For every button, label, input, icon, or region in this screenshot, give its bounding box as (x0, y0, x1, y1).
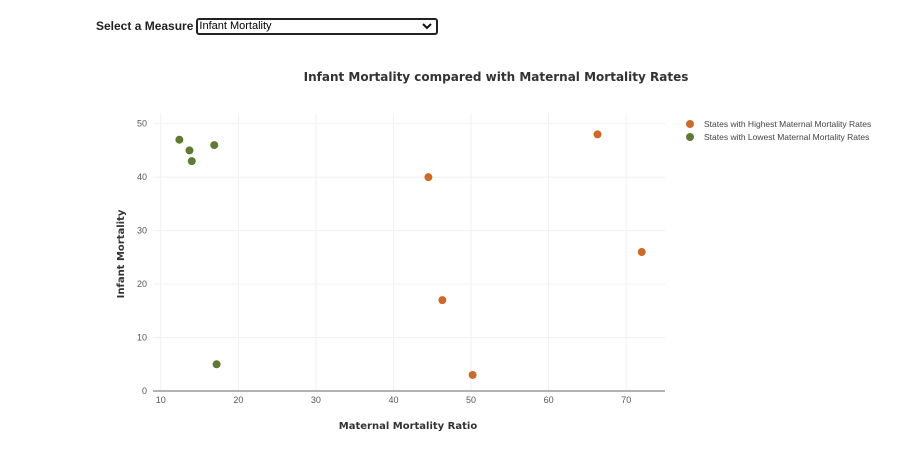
data-point (468, 370, 477, 379)
x-tick-label: 60 (544, 395, 554, 405)
data-point (185, 146, 194, 155)
chevron-down-icon (422, 22, 433, 29)
data-point (175, 135, 184, 144)
x-tick-label: 70 (621, 395, 631, 405)
data-point (212, 360, 221, 369)
measure-select[interactable]: Infant Mortality (196, 17, 439, 35)
legend-label: States with Highest Maternal Mortality R… (704, 119, 871, 129)
x-tick-label: 30 (311, 395, 321, 405)
x-axis-title: Maternal Mortality Ratio (339, 421, 478, 432)
y-tick-label: 30 (137, 226, 147, 236)
x-tick-label: 10 (156, 395, 166, 405)
legend-label: States with Lowest Maternal Mortality Ra… (704, 132, 869, 142)
data-point (637, 248, 646, 256)
y-tick-label: 20 (137, 279, 147, 289)
x-tick-label: 20 (233, 395, 243, 405)
y-tick-label: 10 (137, 333, 147, 343)
data-point (438, 296, 447, 305)
data-point (424, 173, 433, 182)
chart-axes: 10 20 30 40 50 60 70 0 10 20 30 40 50 (137, 119, 665, 405)
data-point (187, 157, 196, 166)
measure-label: Select a Measure (96, 19, 194, 33)
chart-points (175, 130, 646, 379)
measure-selector: Select a Measure Infant Mortality (96, 17, 439, 35)
data-point (593, 130, 602, 139)
x-tick-label: 40 (388, 395, 398, 405)
legend-marker (686, 120, 694, 128)
legend-marker (686, 133, 694, 141)
y-tick-label: 40 (137, 172, 147, 182)
data-point (210, 141, 219, 150)
chart-title: Infant Mortality compared with Maternal … (304, 70, 689, 84)
chart-legend: States with Highest Maternal Mortality R… (686, 119, 871, 142)
y-axis-title: Infant Mortality (116, 209, 127, 298)
y-tick-label: 50 (137, 119, 147, 129)
chart-grid (153, 113, 665, 391)
measure-select-value: Infant Mortality (199, 20, 272, 32)
y-tick-label: 0 (142, 386, 147, 396)
x-tick-label: 50 (466, 395, 476, 405)
